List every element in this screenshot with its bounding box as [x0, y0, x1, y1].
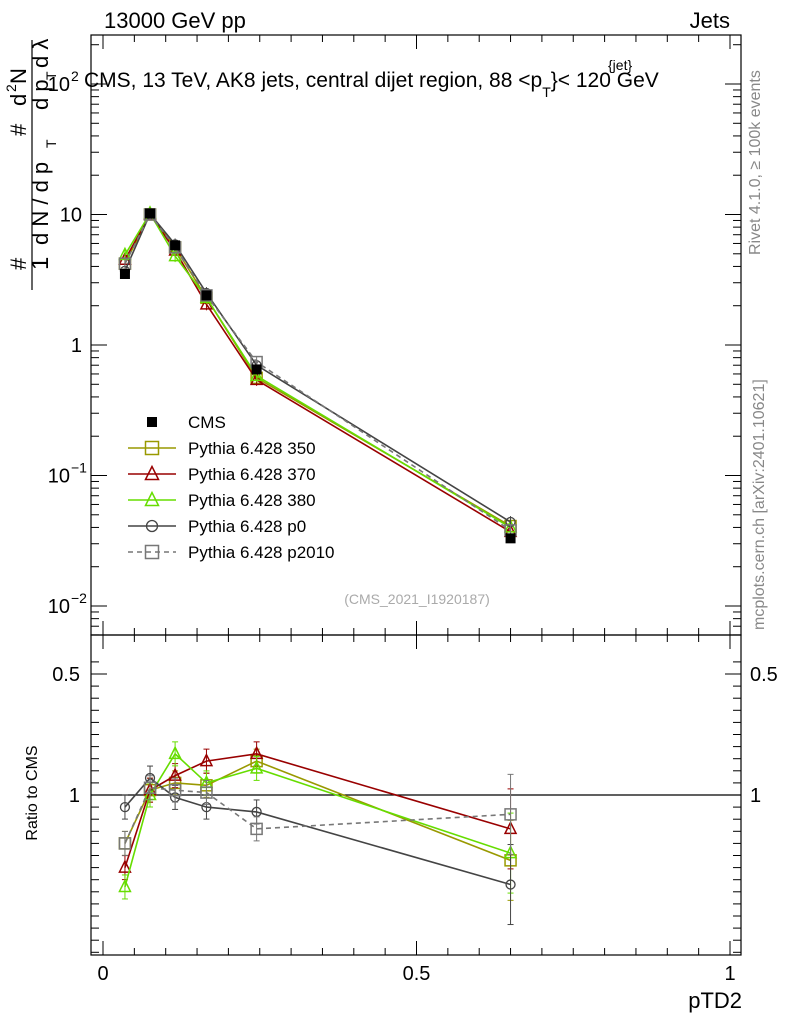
main-series-point	[200, 289, 213, 302]
x-axis-label: pTD2	[688, 988, 742, 1013]
main-series-line	[124, 212, 511, 533]
cms-data-point	[251, 364, 262, 375]
svg-text:T: T	[43, 139, 59, 148]
y-tick-label: 10	[48, 466, 70, 488]
ratio-series-point	[119, 801, 131, 813]
ratio-series-point	[250, 822, 263, 836]
ratio-series-point	[118, 837, 132, 850]
x-tick-label: 0	[97, 963, 108, 985]
main-y-axis-label: 1	[27, 257, 54, 270]
ratio-series-point	[200, 786, 213, 799]
svg-text:N: N	[6, 68, 31, 84]
ratio-series-line	[124, 760, 511, 862]
main-series-line	[124, 213, 511, 532]
svg-text:1: 1	[27, 257, 54, 270]
svg-text:T: T	[43, 71, 59, 80]
ratio-y-tick-label-left: 1	[69, 785, 80, 807]
x-tick-label: 1	[724, 963, 735, 985]
legend-label-s370: Pythia 6.428 370	[188, 465, 316, 484]
cms-data-point	[170, 240, 181, 251]
y-tick-label-exponent: −1	[71, 460, 87, 476]
ratio-series-point	[118, 859, 132, 873]
legend-label-s380: Pythia 6.428 380	[188, 491, 316, 510]
ratio-series-line	[124, 752, 511, 888]
ratio-series-line	[124, 753, 511, 868]
svg-text:#: #	[6, 257, 31, 270]
header-energy-label: 13000 GeV pp	[104, 8, 246, 33]
analysis-id: (CMS_2021_I1920187)	[344, 591, 490, 607]
ratio-series-point	[249, 760, 264, 774]
main-series-point	[249, 371, 264, 386]
main-series-point	[249, 367, 264, 382]
ratio-y-axis-label: Ratio to CMS	[24, 745, 41, 840]
ratio-series-line	[124, 776, 511, 886]
ratio-series-point	[168, 745, 182, 760]
legend-label-cms: CMS	[188, 413, 226, 432]
rivet-version-label: Rivet 4.1.0, ≥ 100k events	[747, 70, 764, 255]
legend-marker-p2010	[144, 544, 160, 560]
ratio-series-point	[199, 752, 214, 767]
y-tick-label: 1	[71, 335, 82, 357]
ratio-series-point	[143, 781, 157, 794]
y-tick-label: 10	[48, 596, 70, 618]
x-tick-label: 0.5	[403, 963, 431, 985]
cms-data-point	[119, 268, 130, 279]
legend-marker-cms	[147, 417, 157, 427]
cms-data-point	[145, 208, 156, 219]
ratio-panel: 00.510.50.51122	[52, 35, 778, 985]
legend-marker-s370	[144, 464, 160, 481]
main-series-point	[168, 247, 182, 262]
mcplots-label: mcplots.cern.ch [arXiv:2401.10621]	[751, 379, 768, 630]
cms-data-point	[201, 290, 212, 301]
ratio-y-tick-label-right: 1	[750, 785, 761, 807]
ratio-y-tick-label-right: 0.5	[750, 664, 778, 686]
ratio-series-point	[118, 878, 132, 893]
y-tick-label: 10	[60, 205, 82, 227]
svg-text:d: d	[6, 94, 31, 106]
ratio-series-line	[124, 786, 511, 844]
ratio-series-point	[168, 783, 182, 797]
y-tick-label-exponent: −2	[71, 590, 87, 606]
legend-marker-s350	[144, 440, 160, 456]
main-y-axis-label-group: # d N / d p T # d 2 N d p T d λ	[3, 39, 59, 290]
svg-text:#: #	[6, 123, 31, 136]
ratio-series-point	[504, 808, 517, 821]
y-tick-label-exponent: 2	[71, 68, 79, 84]
y-tick-label: 10	[48, 74, 70, 96]
legend-label-p0: Pythia 6.428 p0	[188, 517, 306, 536]
legend-label-s350: Pythia 6.428 350	[188, 439, 316, 458]
plot-title-superscript: {jet}	[608, 57, 632, 73]
plot-title: CMS, 13 TeV, AK8 jets, central dijet reg…	[84, 69, 659, 100]
ratio-series-point	[505, 879, 516, 890]
svg-text:2: 2	[3, 84, 19, 92]
legend-marker-p0	[145, 519, 159, 533]
legend: CMS Pythia 6.428 350 Pythia 6.428 370 Pythi…	[128, 413, 335, 562]
legend-label-p2010: Pythia 6.428 p2010	[188, 543, 335, 562]
header-jets-label: Jets	[690, 8, 730, 33]
ratio-y-tick-label-left: 0.5	[52, 664, 80, 686]
main-series-line	[124, 213, 511, 527]
cms-data-point	[505, 533, 516, 544]
legend-marker-s380	[144, 490, 160, 507]
